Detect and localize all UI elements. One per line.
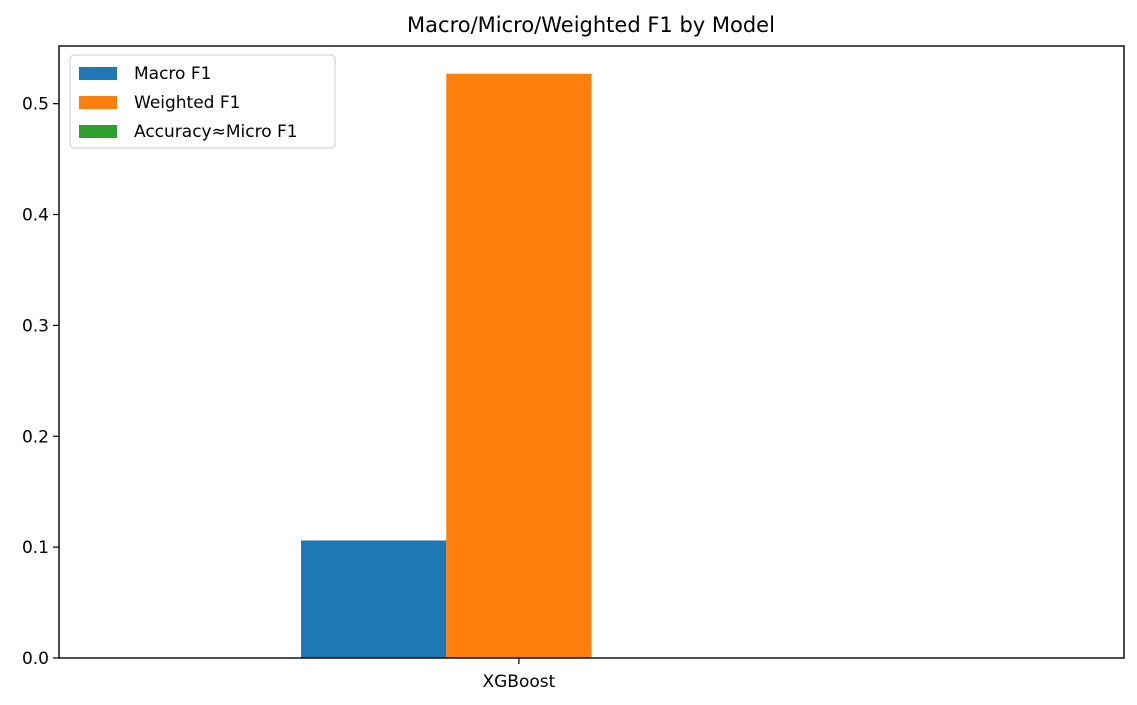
- bars-group: [301, 73, 592, 658]
- legend-swatch: [79, 67, 117, 80]
- y-tick-label: 0.3: [22, 316, 49, 336]
- y-tick-label: 0.1: [22, 538, 49, 558]
- legend: Macro F1 Weighted F1 Accuracy≈Micro F1: [69, 54, 336, 149]
- x-tick-label: XGBoost: [482, 672, 555, 692]
- bar-weighted-f1-xgboost: [446, 73, 592, 658]
- y-tick-label: 0.0: [22, 649, 49, 669]
- legend-swatch: [79, 96, 117, 109]
- bar-macro-f1-xgboost: [301, 540, 447, 658]
- y-tick-label: 0.2: [22, 427, 49, 447]
- legend-swatch: [79, 125, 117, 138]
- y-tick-label: 0.4: [22, 206, 49, 226]
- legend-box: [69, 54, 336, 149]
- y-axis: 0.0 0.1 0.2 0.3 0.4 0.5: [22, 95, 59, 669]
- chart-title: Macro/Micro/Weighted F1 by Model: [407, 13, 775, 37]
- legend-label: Accuracy≈Micro F1: [134, 122, 298, 142]
- plot-frame: [58, 45, 1125, 659]
- y-tick-label: 0.5: [22, 95, 49, 115]
- x-axis: XGBoost: [482, 658, 556, 692]
- legend-label: Macro F1: [134, 64, 211, 84]
- legend-label: Weighted F1: [134, 93, 240, 113]
